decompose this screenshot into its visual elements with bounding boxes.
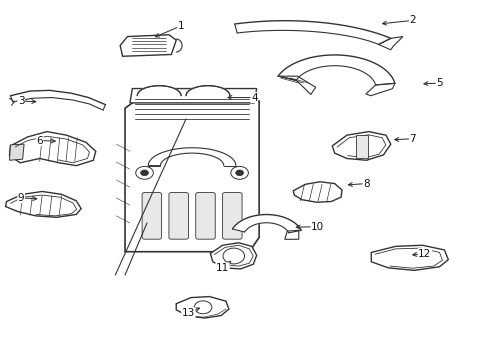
Circle shape bbox=[235, 170, 243, 176]
Text: 11: 11 bbox=[216, 263, 229, 273]
Polygon shape bbox=[370, 245, 447, 270]
Polygon shape bbox=[278, 55, 394, 85]
Polygon shape bbox=[10, 90, 105, 110]
Polygon shape bbox=[365, 83, 394, 96]
Polygon shape bbox=[232, 215, 301, 233]
Polygon shape bbox=[331, 132, 390, 160]
Text: 5: 5 bbox=[435, 78, 442, 88]
Polygon shape bbox=[378, 37, 402, 50]
Polygon shape bbox=[9, 144, 24, 160]
Polygon shape bbox=[148, 148, 236, 166]
Polygon shape bbox=[278, 76, 315, 94]
Polygon shape bbox=[210, 243, 256, 269]
FancyBboxPatch shape bbox=[222, 193, 242, 239]
Polygon shape bbox=[130, 89, 256, 103]
Polygon shape bbox=[5, 192, 81, 217]
Polygon shape bbox=[185, 86, 229, 96]
Text: 13: 13 bbox=[182, 308, 195, 318]
Text: 8: 8 bbox=[363, 179, 369, 189]
Bar bbox=[355, 135, 367, 158]
Text: 2: 2 bbox=[408, 15, 415, 26]
FancyBboxPatch shape bbox=[142, 193, 161, 239]
Text: 1: 1 bbox=[178, 21, 184, 31]
Polygon shape bbox=[293, 182, 341, 202]
Polygon shape bbox=[137, 86, 181, 96]
Polygon shape bbox=[234, 21, 390, 44]
Polygon shape bbox=[284, 230, 298, 239]
Circle shape bbox=[141, 170, 148, 176]
Polygon shape bbox=[120, 35, 176, 56]
Text: 12: 12 bbox=[417, 248, 430, 258]
Polygon shape bbox=[125, 101, 259, 252]
Text: 6: 6 bbox=[36, 136, 43, 145]
Text: 7: 7 bbox=[408, 134, 415, 144]
Text: 9: 9 bbox=[18, 193, 24, 203]
Text: 3: 3 bbox=[18, 96, 24, 106]
Polygon shape bbox=[176, 297, 228, 318]
FancyBboxPatch shape bbox=[168, 193, 188, 239]
Text: 4: 4 bbox=[250, 93, 257, 103]
FancyBboxPatch shape bbox=[195, 193, 215, 239]
Polygon shape bbox=[9, 132, 96, 166]
Text: 10: 10 bbox=[310, 222, 324, 231]
